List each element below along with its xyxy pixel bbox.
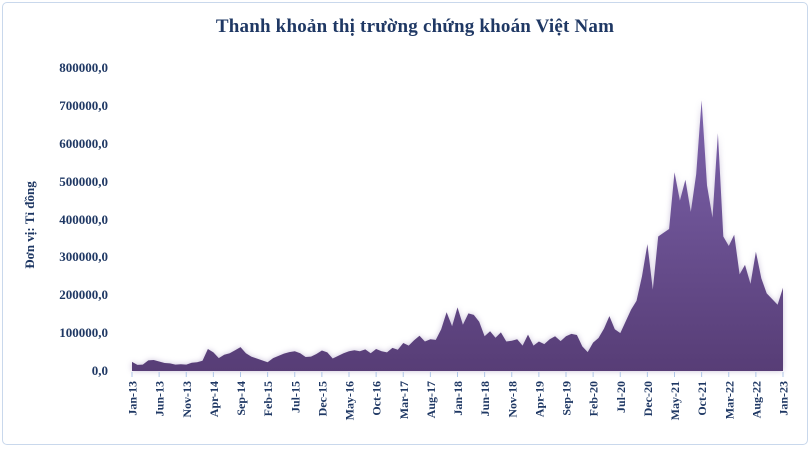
svg-text:Sep-14: Sep-14	[234, 381, 248, 416]
svg-text:Jun-13: Jun-13	[153, 381, 167, 416]
svg-text:Jan-23: Jan-23	[777, 381, 791, 416]
svg-text:Sep-19: Sep-19	[560, 381, 574, 416]
svg-text:Jan-13: Jan-13	[126, 381, 140, 416]
svg-text:Apr-14: Apr-14	[207, 381, 221, 417]
svg-text:May-21: May-21	[668, 381, 682, 420]
svg-text:Dec-15: Dec-15	[315, 381, 329, 416]
y-tick-label: 500000,0	[59, 173, 108, 189]
svg-text:Oct-21: Oct-21	[695, 381, 709, 416]
svg-text:Feb-20: Feb-20	[587, 381, 601, 416]
svg-text:Nov-18: Nov-18	[505, 381, 519, 418]
chart-frame: Thanh khoản thị trường chứng khoán Việt …	[2, 2, 808, 445]
x-axis-ticks	[131, 372, 784, 377]
svg-text:Jan-18: Jan-18	[451, 381, 465, 416]
y-tick-label: 600000,0	[59, 135, 108, 151]
y-axis-tick-labels: 800000,0 700000,0 600000,0 500000,0 4000…	[3, 61, 108, 378]
area-chart: Jan-13 Jun-13 Nov-13 Apr-14 Sep-14 Feb-15 Jul-…	[126, 100, 791, 420]
svg-text:May-16: May-16	[343, 381, 357, 420]
y-tick-label: 800000,0	[59, 60, 108, 75]
svg-text:Mar-22: Mar-22	[722, 381, 736, 419]
svg-text:Jul-20: Jul-20	[614, 381, 628, 413]
x-axis-tick-labels: Jan-13 Jun-13 Nov-13 Apr-14 Sep-14 Feb-15 Jul-…	[126, 381, 791, 420]
svg-text:Jul-15: Jul-15	[288, 381, 302, 413]
svg-text:Apr-19: Apr-19	[532, 381, 546, 417]
svg-text:Nov-13: Nov-13	[180, 381, 194, 418]
liquidity-area-series	[132, 100, 783, 371]
svg-text:Dec-20: Dec-20	[641, 381, 655, 416]
y-tick-label: 0,0	[91, 363, 108, 378]
svg-text:Aug-17: Aug-17	[424, 381, 438, 418]
y-tick-label: 100000,0	[59, 325, 108, 341]
y-tick-label: 400000,0	[59, 211, 108, 227]
svg-text:Feb-15: Feb-15	[261, 381, 275, 416]
y-tick-label: 700000,0	[59, 97, 108, 113]
svg-text:Mar-17: Mar-17	[397, 381, 411, 419]
y-tick-label: 200000,0	[59, 287, 108, 303]
svg-text:Aug-22: Aug-22	[749, 381, 763, 418]
y-tick-label: 300000,0	[59, 249, 108, 265]
svg-text:Jun-18: Jun-18	[478, 381, 492, 416]
svg-text:Oct-16: Oct-16	[370, 381, 384, 416]
chart-title: Thanh khoản thị trường chứng khoán Việt …	[215, 16, 615, 37]
